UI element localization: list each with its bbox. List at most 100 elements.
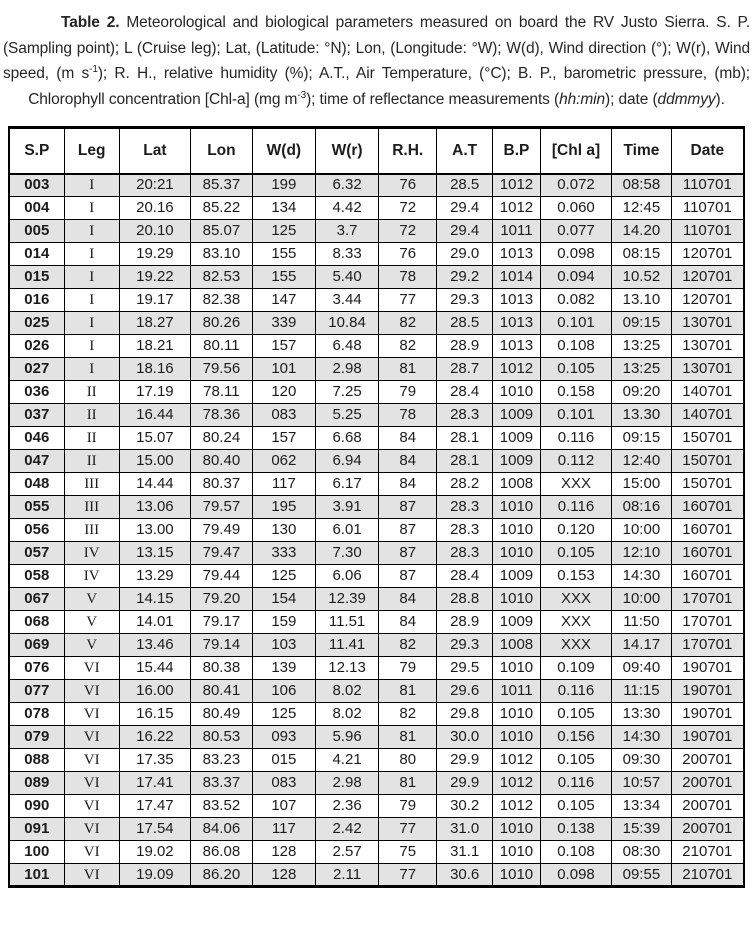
- caption-segment: Table 2.: [61, 14, 127, 31]
- caption-segment: ); R. H., relative humidity (%); A.T., A…: [28, 65, 750, 108]
- table-cell: 28.4: [436, 564, 494, 589]
- table-cell: 120701: [670, 288, 745, 313]
- table-row: 027 I 18.16 79.56 101 2.98 81 28.7 1012 0.105 13:2…: [8, 357, 745, 382]
- table-cell: 1010: [492, 840, 541, 865]
- table-cell: XXX: [539, 587, 613, 612]
- table-cell: 13:34: [611, 794, 672, 819]
- column-header: S.P: [8, 127, 65, 175]
- table-cell: 77: [378, 817, 438, 842]
- table-row: 037 II 16.44 78.36 083 5.25 78 28.3 1009 0.101 13.…: [8, 403, 745, 428]
- column-header: Lon: [190, 127, 253, 175]
- table-cell: 81: [378, 679, 438, 704]
- table-cell: 29.0: [436, 242, 494, 267]
- table-cell: 0.072: [539, 173, 613, 198]
- table-cell: 18.21: [118, 334, 192, 359]
- table-cell: 1010: [492, 725, 541, 750]
- table-cell: XXX: [539, 610, 613, 635]
- table-cell: 1011: [492, 679, 541, 704]
- table-cell: 79.47: [190, 541, 253, 566]
- table-cell: 170701: [670, 610, 745, 635]
- table-cell: 6.32: [314, 173, 380, 198]
- table-cell: 1012: [492, 771, 541, 796]
- table-cell: 210701: [670, 840, 745, 865]
- table-cell: 090: [8, 794, 65, 819]
- table-cell: I: [63, 219, 120, 244]
- table-cell: 1009: [492, 564, 541, 589]
- table-cell: 79.17: [190, 610, 253, 635]
- table-cell: VI: [63, 725, 120, 750]
- table-cell: 0.105: [539, 794, 613, 819]
- table-cell: 84: [378, 610, 438, 635]
- table-cell: 13.00: [118, 518, 192, 543]
- table-cell: 067: [8, 587, 65, 612]
- table-cell: 2.36: [314, 794, 380, 819]
- table-cell: 8.02: [314, 679, 380, 704]
- table-cell: 103: [251, 633, 316, 658]
- table-cell: 1009: [492, 449, 541, 474]
- table-cell: 80.49: [190, 702, 253, 727]
- table-cell: 13:25: [611, 357, 672, 382]
- table-cell: 120701: [670, 265, 745, 290]
- table-cell: VI: [63, 794, 120, 819]
- table-cell: 048: [8, 472, 65, 497]
- data-table: S.P Leg Lat Lon W(d) W(r) R.H. A.T B.P [Chl a] Tim…: [8, 126, 745, 889]
- table-cell: VI: [63, 863, 120, 888]
- table-cell: I: [63, 196, 120, 221]
- table-cell: 80.40: [190, 449, 253, 474]
- table-cell: 125: [251, 702, 316, 727]
- table-cell: 160701: [670, 541, 745, 566]
- table-cell: 29.6: [436, 679, 494, 704]
- table-cell: IV: [63, 564, 120, 589]
- table-cell: 0.153: [539, 564, 613, 589]
- header-row: S.P Leg Lat Lon W(d) W(r) R.H. A.T B.P [Chl a] Tim…: [8, 127, 745, 175]
- table-cell: 210701: [670, 863, 745, 888]
- column-header: W(r): [314, 127, 380, 175]
- table-container: S.P Leg Lat Lon W(d) W(r) R.H. A.T B.P [Chl a] Tim…: [8, 126, 745, 889]
- table-cell: 08:58: [611, 173, 672, 198]
- table-cell: 16.22: [118, 725, 192, 750]
- table-cell: 037: [8, 403, 65, 428]
- table-cell: 13.10: [611, 288, 672, 313]
- table-body: 003 I 20:21 85.37 199 6.32 76 28.5 1012 0.072 08:5…: [8, 173, 745, 888]
- table-cell: 200701: [670, 771, 745, 796]
- table-cell: 2.98: [314, 771, 380, 796]
- column-header: R.H.: [378, 127, 438, 175]
- table-cell: 09:55: [611, 863, 672, 888]
- table-cell: 79: [378, 794, 438, 819]
- table-cell: 80.53: [190, 725, 253, 750]
- table-row: 091 VI 17.54 84.06 117 2.42 77 31.0 1010 0.138 15:…: [8, 817, 745, 842]
- table-cell: II: [63, 380, 120, 405]
- column-header: W(d): [251, 127, 316, 175]
- table-row: 036 II 17.19 78.11 120 7.25 79 28.4 1010 0.158 09:…: [8, 380, 745, 405]
- table-cell: 28.1: [436, 449, 494, 474]
- table-row: 068 V 14.01 79.17 159 11.51 84 28.9 1009 XXX 11:50…: [8, 610, 745, 635]
- table-cell: 078: [8, 702, 65, 727]
- table-cell: 14.15: [118, 587, 192, 612]
- table-cell: 120: [251, 380, 316, 405]
- table-cell: 190701: [670, 702, 745, 727]
- table-cell: 83.37: [190, 771, 253, 796]
- table-cell: 83.23: [190, 748, 253, 773]
- table-cell: 128: [251, 840, 316, 865]
- table-cell: 72: [378, 219, 438, 244]
- table-cell: 1009: [492, 610, 541, 635]
- table-cell: II: [63, 403, 120, 428]
- table-cell: 15:39: [611, 817, 672, 842]
- table-cell: 10:00: [611, 587, 672, 612]
- table-cell: VI: [63, 679, 120, 704]
- table-cell: 128: [251, 863, 316, 888]
- table-row: 057 IV 13.15 79.47 333 7.30 87 28.3 1010 0.105 12:…: [8, 541, 745, 566]
- table-cell: 17.35: [118, 748, 192, 773]
- table-cell: 0.120: [539, 518, 613, 543]
- table-cell: 093: [251, 725, 316, 750]
- table-cell: 154: [251, 587, 316, 612]
- table-cell: 117: [251, 472, 316, 497]
- table-cell: 09:15: [611, 311, 672, 336]
- table-cell: I: [63, 242, 120, 267]
- table-cell: 14:30: [611, 564, 672, 589]
- table-cell: 18.27: [118, 311, 192, 336]
- table-cell: 19.22: [118, 265, 192, 290]
- table-cell: 15.07: [118, 426, 192, 451]
- table-cell: 82: [378, 702, 438, 727]
- table-cell: 19.09: [118, 863, 192, 888]
